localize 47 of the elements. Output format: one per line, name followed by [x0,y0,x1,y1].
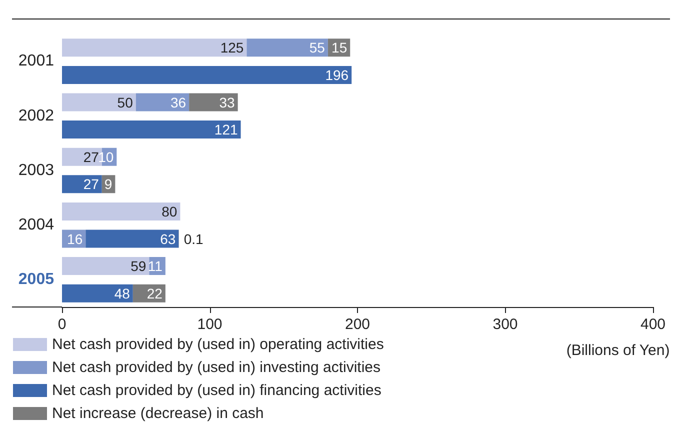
bar [62,66,352,84]
data-label: 196 [325,66,349,83]
data-label: 27 [83,148,100,165]
data-label: 80 [162,203,178,220]
bar [62,120,241,139]
bar [62,175,102,194]
data-label: 11 [148,258,163,274]
data-label: 9 [104,176,112,192]
bar [189,93,238,112]
bar [62,284,133,302]
legend-label: Net cash provided by (used in) operating activities [52,336,384,353]
bar [62,257,150,276]
x-axis-title: (Billions of Yen) [566,342,670,359]
bar [62,202,180,220]
legend-label: Net cash provided by (used in) financing activities [52,382,382,399]
data-label: 55 [309,40,326,56]
data-label: 0.1 [184,230,204,247]
bar [62,93,136,112]
data-label: 63 [160,230,176,247]
x-tick-label: 0 [58,316,66,333]
bar [246,38,328,57]
data-label: 48 [114,285,130,302]
data-label: 27 [83,176,100,192]
bar [62,38,247,57]
y-tick-label: 2001 [18,52,54,70]
bar [136,93,190,112]
data-label: 50 [117,94,134,110]
x-tick-label: 100 [197,316,222,333]
data-label: 59 [130,258,146,274]
y-tick-label: 2005 [18,271,54,288]
data-label: 15 [332,40,348,56]
x-tick-label: 300 [492,316,518,333]
y-tick-label: 2003 [18,162,54,179]
y-tick-label: 2004 [18,216,54,234]
legend-label: Net cash provided by (used in) investing activities [52,359,380,376]
data-label: 33 [219,94,236,110]
bar [86,230,179,248]
data-label: 36 [170,94,186,110]
data-label: 121 [214,122,238,138]
legend-label: Net increase (decrease) in cash [52,405,264,422]
x-tick-label: 200 [344,316,370,333]
data-label: 10 [98,148,114,165]
data-label: 22 [146,285,163,302]
x-tick-label: 400 [640,316,666,333]
data-label: 16 [67,230,83,247]
data-label: 125 [220,40,244,56]
y-tick-label: 2002 [18,107,54,124]
